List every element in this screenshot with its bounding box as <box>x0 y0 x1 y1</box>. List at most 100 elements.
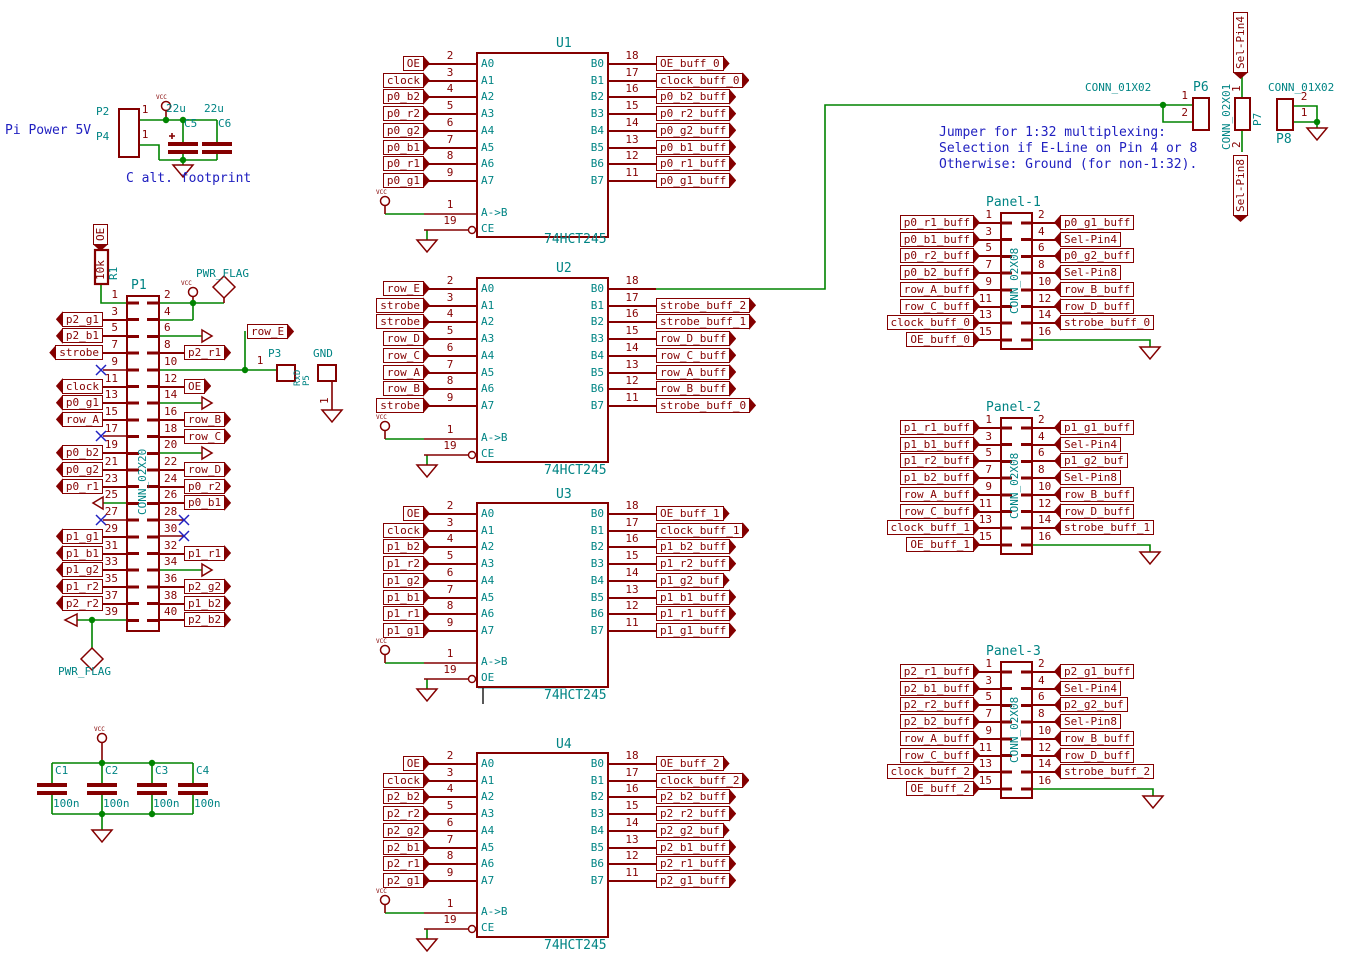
connector-body-p5[interactable] <box>317 364 337 382</box>
net-label[interactable]: row_C_buff <box>899 298 974 314</box>
net-label[interactable]: clock_buff_0 <box>886 315 974 331</box>
net-label[interactable]: p0_g1 <box>382 172 424 188</box>
net-label[interactable]: p2_r2 <box>382 806 424 822</box>
net-label[interactable]: OE_buff_1 <box>906 536 974 552</box>
net-label[interactable]: p1_g2 <box>61 562 103 578</box>
net-label[interactable]: p2_g2 <box>184 578 226 594</box>
net-label[interactable]: OE <box>184 378 206 394</box>
net-label[interactable]: p0_g2_buff <box>656 122 731 138</box>
net-label[interactable]: p0_b1 <box>184 495 226 511</box>
net-label[interactable]: OE <box>402 56 424 71</box>
net-label[interactable]: Sel-Pin4 <box>1060 436 1121 452</box>
pwr-flag-label[interactable]: PWR_FLAG <box>58 665 111 678</box>
net-label[interactable]: row_A_buff <box>899 486 974 502</box>
title-panel2[interactable]: Panel-2 <box>986 400 1041 415</box>
ref-u4[interactable]: U4 <box>556 737 572 752</box>
ref-p4[interactable]: P4 <box>96 130 110 143</box>
net-label[interactable]: p1_g2_buf <box>1060 453 1128 469</box>
net-label[interactable]: row_B_buff <box>1060 486 1135 502</box>
part-u1[interactable]: 74HCT245 <box>544 232 607 247</box>
connector-body-p8[interactable] <box>1276 98 1294 131</box>
net-label[interactable]: p0_b2 <box>61 445 103 461</box>
ref-p1[interactable]: P1 <box>131 278 147 293</box>
net-label[interactable]: row_C_buff <box>656 347 731 363</box>
ref-p3[interactable]: P3 <box>268 347 282 360</box>
net-label[interactable]: p0_r2 <box>184 478 226 494</box>
net-label[interactable]: clock <box>61 378 103 394</box>
net-label[interactable]: Sel-Pin4 <box>1060 680 1121 696</box>
net-label[interactable]: row_D_buff <box>656 331 731 347</box>
connector-body-p6[interactable] <box>1192 97 1210 131</box>
net-label[interactable]: row_C_buff <box>899 503 974 519</box>
net-label[interactable]: p0_b1_buff <box>899 231 974 247</box>
value-c4[interactable]: 100n <box>194 797 221 810</box>
part-u4[interactable]: 74HCT245 <box>544 938 607 953</box>
net-label[interactable]: p0_b2_buff <box>656 89 731 105</box>
value-c6[interactable]: 22u <box>204 102 224 115</box>
ref-u3[interactable]: U3 <box>556 487 572 502</box>
ref-c4[interactable]: C4 <box>196 764 210 777</box>
net-label[interactable]: Sel-Pin8 <box>1060 714 1121 730</box>
net-label[interactable]: p0_r2 <box>382 106 424 122</box>
net-label[interactable]: OE_buff_0 <box>906 331 974 347</box>
ref-p6[interactable]: P6 <box>1193 80 1209 95</box>
net-label[interactable]: p2_r1 <box>382 856 424 872</box>
ref-u2[interactable]: U2 <box>556 261 572 276</box>
chip-body-u2[interactable] <box>476 277 609 463</box>
net-label[interactable]: OE_buff_0 <box>656 56 724 71</box>
net-label[interactable]: p0_g1_buff <box>1060 215 1135 230</box>
value-c1[interactable]: 100n <box>53 797 80 810</box>
net-label[interactable]: p2_r2_buff <box>656 806 731 822</box>
net-label[interactable]: p1_r1 <box>184 545 226 561</box>
net-label[interactable]: clock_buff_1 <box>886 520 974 536</box>
net-label[interactable]: p0_r2_buff <box>656 106 731 122</box>
net-label[interactable]: row_B_buff <box>1060 281 1135 297</box>
net-label[interactable]: row_C <box>184 428 226 444</box>
pwr-flag-label[interactable]: PWR_FLAG <box>196 267 249 280</box>
chip-body-u3[interactable] <box>476 502 609 688</box>
net-label[interactable]: p2_g2 <box>382 822 424 838</box>
ref-p2[interactable]: P2 <box>96 105 110 118</box>
net-label[interactable]: row_A_buff <box>899 730 974 746</box>
net-label[interactable]: p0_b1_buff <box>656 139 731 155</box>
connector-body-p3[interactable] <box>276 364 296 382</box>
net-label[interactable]: row_D_buff <box>1060 298 1135 314</box>
net-label[interactable]: OE <box>402 506 424 521</box>
net-label[interactable]: row_A_buff <box>656 364 731 380</box>
net-label[interactable]: p0_r1 <box>61 478 103 494</box>
net-label[interactable]: clock_buff_2 <box>886 764 974 780</box>
net-label[interactable]: strobe_buff_0 <box>1060 315 1155 331</box>
net-label[interactable]: p2_r2 <box>61 595 103 611</box>
net-label[interactable]: p0_r1_buff <box>656 156 731 172</box>
ref-c6[interactable]: C6 <box>218 117 232 130</box>
net-label[interactable]: p1_r2_buff <box>656 556 731 572</box>
net-label[interactable]: p2_g2_buf <box>1060 697 1128 713</box>
value-p5-gnd[interactable]: GND <box>313 347 333 360</box>
net-label[interactable]: p0_b1 <box>382 139 424 155</box>
net-label[interactable]: p2_b1_buff <box>656 839 731 855</box>
net-label[interactable]: p2_r1 <box>184 345 226 361</box>
net-label[interactable]: strobe_buff_1 <box>656 314 751 330</box>
connector-body-panel3[interactable] <box>1000 661 1033 799</box>
chip-body-u4[interactable] <box>476 752 609 938</box>
net-label[interactable]: p1_g2_buf <box>656 572 724 588</box>
net-label[interactable]: strobe_buff_0 <box>656 397 751 413</box>
net-label[interactable]: clock_buff_0 <box>656 72 744 88</box>
net-label[interactable]: Sel-Pin8 <box>1060 470 1121 486</box>
value-c2[interactable]: 100n <box>103 797 130 810</box>
net-label[interactable]: p2_r1_buff <box>656 856 731 872</box>
net-label[interactable]: p0_r1 <box>382 156 424 172</box>
net-label[interactable]: p0_g1 <box>61 395 103 411</box>
chip-body-u1[interactable] <box>476 52 609 238</box>
ref-p8[interactable]: P8 <box>1276 132 1292 147</box>
value-c5[interactable]: 22u <box>166 102 186 115</box>
net-label[interactable]: p2_b2 <box>184 612 226 628</box>
value-c3[interactable]: 100n <box>153 797 180 810</box>
net-label[interactable]: strobe <box>376 314 424 330</box>
ref-u1[interactable]: U1 <box>556 36 572 51</box>
net-label[interactable]: clock <box>382 72 424 88</box>
net-label[interactable]: clock <box>382 522 424 538</box>
net-label[interactable]: p1_g1_buff <box>656 622 731 638</box>
net-label[interactable]: OE <box>402 756 424 771</box>
net-label[interactable]: p1_b2_buff <box>656 539 731 555</box>
